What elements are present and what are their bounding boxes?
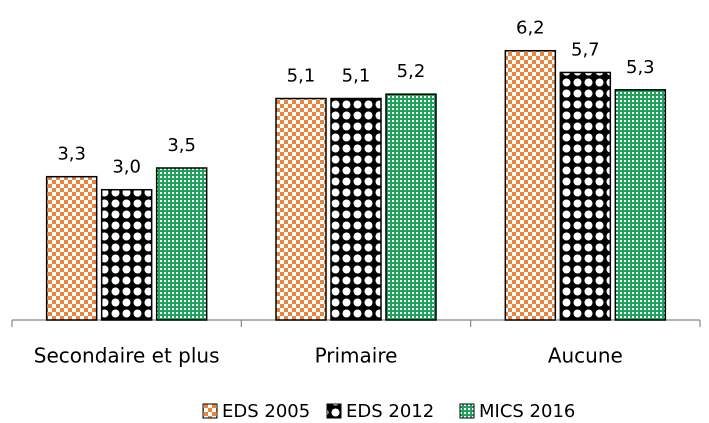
value-label: 3,0 <box>112 157 141 178</box>
value-label: 5,1 <box>342 66 371 87</box>
bar <box>559 71 612 321</box>
value-label: 5,1 <box>287 66 316 87</box>
value-label: 3,3 <box>57 144 86 165</box>
bar <box>504 49 557 321</box>
legend-label: MICS 2016 <box>479 401 575 422</box>
value-label: 5,3 <box>626 57 655 78</box>
legend-swatch <box>459 403 475 419</box>
value-label: 5,7 <box>571 39 600 60</box>
bar <box>385 93 437 321</box>
bar <box>100 188 153 321</box>
x-tick-label: Secondaire et plus <box>34 344 220 368</box>
x-tick-label: Primaire <box>315 344 398 368</box>
bar <box>330 97 382 321</box>
bar <box>614 89 667 321</box>
value-label: 3,5 <box>167 135 196 156</box>
value-label: 6,2 <box>516 18 545 39</box>
bar <box>275 97 327 321</box>
bar <box>45 175 98 321</box>
bar <box>155 167 208 321</box>
value-label: 5,2 <box>397 61 426 82</box>
legend-swatch <box>202 403 218 419</box>
legend-label: EDS 2005 <box>222 401 310 422</box>
x-tick-label: Aucune <box>548 344 623 368</box>
legend-swatch <box>326 403 342 419</box>
legend-label: EDS 2012 <box>346 401 434 422</box>
